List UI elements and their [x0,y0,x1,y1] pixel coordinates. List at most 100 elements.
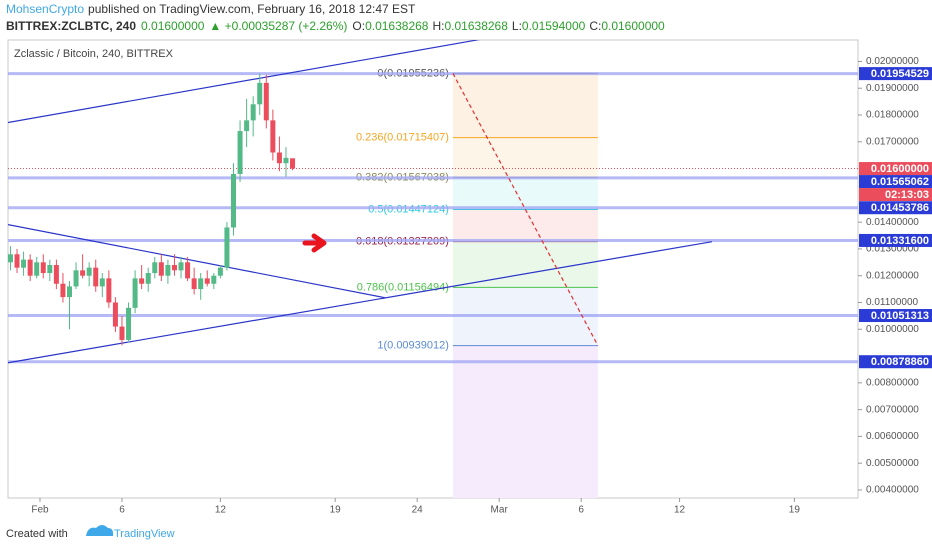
price-tag [859,309,932,323]
fib-label: 0.236(0.01715407) [356,132,449,144]
plot-frame [7,39,859,499]
price-tag [859,201,932,215]
chart-title: Zclassic / Bitcoin, 240, BITTREX [14,48,174,60]
change: ▲ +0.00035287 (+2.26%) [209,19,347,33]
y-tick-label: 0.00600000 [866,431,919,442]
candle-body [40,262,46,274]
candle-body [191,278,197,290]
price-tag-label: 0.01600000 [871,163,929,175]
fib-label: 0.786(0.01156494) [357,281,449,293]
candle-body [53,264,59,284]
ohlc-value: 0.01600000 [601,19,665,33]
fib-zone [452,73,598,138]
candle-body [34,262,40,276]
fib-zone [452,241,598,288]
candle-body [217,267,223,276]
fib-zone [452,209,598,242]
ohlc-key: O: [352,19,365,33]
price-tag [859,355,932,369]
candle-body [250,104,256,121]
ohlc-key: C: [589,19,601,33]
fib-zone [452,177,598,210]
y-tick-label: 0.01900000 [866,83,919,94]
y-tick-label: 0.01400000 [866,217,919,228]
candle-body [47,264,53,274]
ohlc-value: 0.01638268 [444,19,508,33]
candle-body [198,278,204,290]
price-tag [859,233,932,247]
y-tick-label: 0.00700000 [866,404,919,415]
x-tick-label: 6 [119,505,125,516]
candle-body [211,275,217,284]
candle-body [93,267,99,287]
candle-body [132,278,138,308]
price-tag-label: 0.01453786 [871,202,929,214]
candle-body [8,254,13,263]
axes-layer: 0.02000000 0.01900000 0.01800000 0.01700000… [31,56,932,516]
candle-body [224,227,230,268]
fib-zone [452,137,598,178]
header-line-2: BITTREX:ZCLBTC, 240 0.01600000 ▲ +0.000352… [6,19,665,33]
candle-body [204,278,210,284]
fib-zone [452,345,598,498]
x-tick-label: Feb [31,505,49,516]
candle-body [73,270,79,287]
candle-body [27,259,33,276]
author[interactable]: MohsenCrypto [6,2,84,16]
candle-body [152,262,158,274]
x-tick-label: 24 [412,505,424,516]
fib-label: 0.5(0.01447124) [368,203,449,215]
y-tick-label: 0.01300000 [866,244,919,255]
header-line-1: MohsenCrypto published on TradingView.com… [6,2,416,16]
price-tag-label: 02:13:03 [885,189,929,201]
y-tick-label: 0.01700000 [866,136,919,147]
ohlc-key: H: [432,19,444,33]
candle-body [237,131,243,174]
price: 0.01600000 [141,19,205,33]
price-tag-label: 0.01954529 [871,68,929,80]
price-tag-label: 0.01331600 [871,235,929,247]
candle-body [126,307,132,340]
ohlc-value: 0.01594000 [522,19,586,33]
candle-body [106,278,112,303]
candle-body [112,302,118,327]
y-tick-label: 0.01800000 [866,110,919,121]
trendline [452,73,599,346]
x-tick-label: 6 [578,505,584,516]
x-tick-label: 19 [789,505,801,516]
price-tag [859,188,932,202]
candle-body [66,286,72,298]
x-tick-label: 19 [330,505,342,516]
logo [86,525,114,536]
footer-brand[interactable]: TradingView [114,528,175,540]
candle-body [119,326,125,340]
candle-body [145,273,151,284]
price-tag [859,175,932,189]
candle-body [263,82,269,121]
candle-body [290,158,296,169]
plot-layer: 0(0.01955236)0.236(0.01715407)0.382(0.01… [8,40,858,498]
candle-body [99,278,105,287]
candle-body [171,264,177,271]
price-tag-label: 0.01051313 [871,310,929,322]
symbol: BITTREX:ZCLBTC, 240 [6,19,136,33]
trendline [8,40,481,124]
y-tick-label: 0.01200000 [866,270,919,281]
footer-created: Created with [6,528,68,540]
x-tick-label: 12 [215,505,227,516]
y-tick-label: 0.00400000 [866,485,919,496]
candle-body [14,254,20,268]
price-tag [859,162,932,176]
trendline [8,241,713,364]
candle-body [158,262,164,276]
ohlc-value: 0.01638268 [365,19,429,33]
candle-body [178,262,184,271]
x-tick-label: Mar [491,505,509,516]
y-tick-label: 0.00500000 [866,458,919,469]
candle-body [60,283,66,298]
x-tick-label: 12 [674,505,686,516]
price-tag-label: 0.00878860 [871,356,929,368]
published: published on TradingView.com, February 1… [88,2,416,16]
candle-body [21,259,27,268]
